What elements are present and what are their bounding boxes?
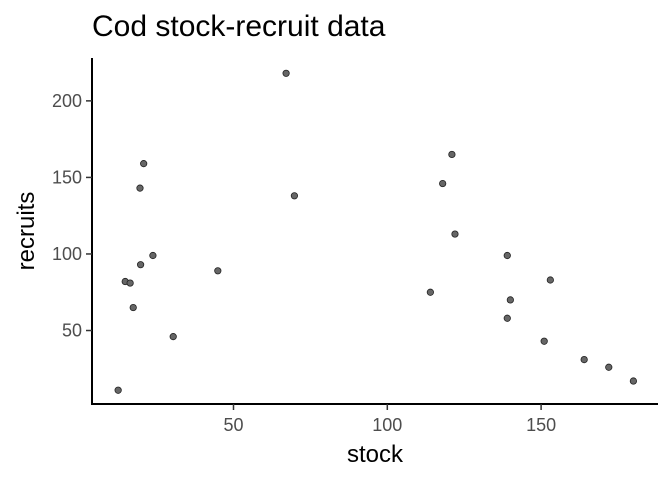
data-point (129, 303, 137, 312)
x-axis-title: stock (347, 441, 404, 468)
data-point (169, 333, 177, 341)
y-tick-label: 200 (52, 91, 82, 111)
data-point (503, 314, 511, 322)
plot-area: 50 100 150 200 50 100 150 (52, 58, 658, 435)
data-point (506, 296, 514, 304)
data-points (114, 69, 637, 394)
chart-title: Cod stock-recruit data (92, 10, 386, 43)
data-point (114, 386, 122, 394)
y-axis-title: recruits (13, 192, 40, 271)
data-point (451, 230, 459, 238)
y-tick-label: 50 (62, 321, 82, 341)
data-point (605, 363, 613, 371)
data-point (629, 377, 637, 385)
data-point (448, 150, 456, 159)
y-tick-label: 150 (52, 167, 82, 187)
data-point (290, 192, 299, 200)
y-tick-label: 100 (52, 244, 82, 264)
x-tick-label: 50 (223, 415, 243, 435)
data-point (126, 279, 134, 287)
data-point (136, 184, 144, 192)
y-axis-ticks: 50 100 150 200 (52, 91, 92, 341)
data-point (439, 179, 447, 188)
data-point (503, 251, 511, 260)
data-point (214, 267, 222, 275)
data-point (282, 69, 290, 77)
x-tick-label: 150 (526, 415, 556, 435)
data-point (546, 276, 554, 284)
x-axis-ticks: 50 100 150 (223, 404, 556, 435)
data-point (426, 288, 434, 296)
data-point (580, 356, 588, 364)
data-point (140, 160, 148, 168)
data-point (137, 261, 145, 269)
x-tick-label: 100 (372, 415, 402, 435)
data-point (540, 337, 548, 345)
data-point (149, 251, 157, 260)
